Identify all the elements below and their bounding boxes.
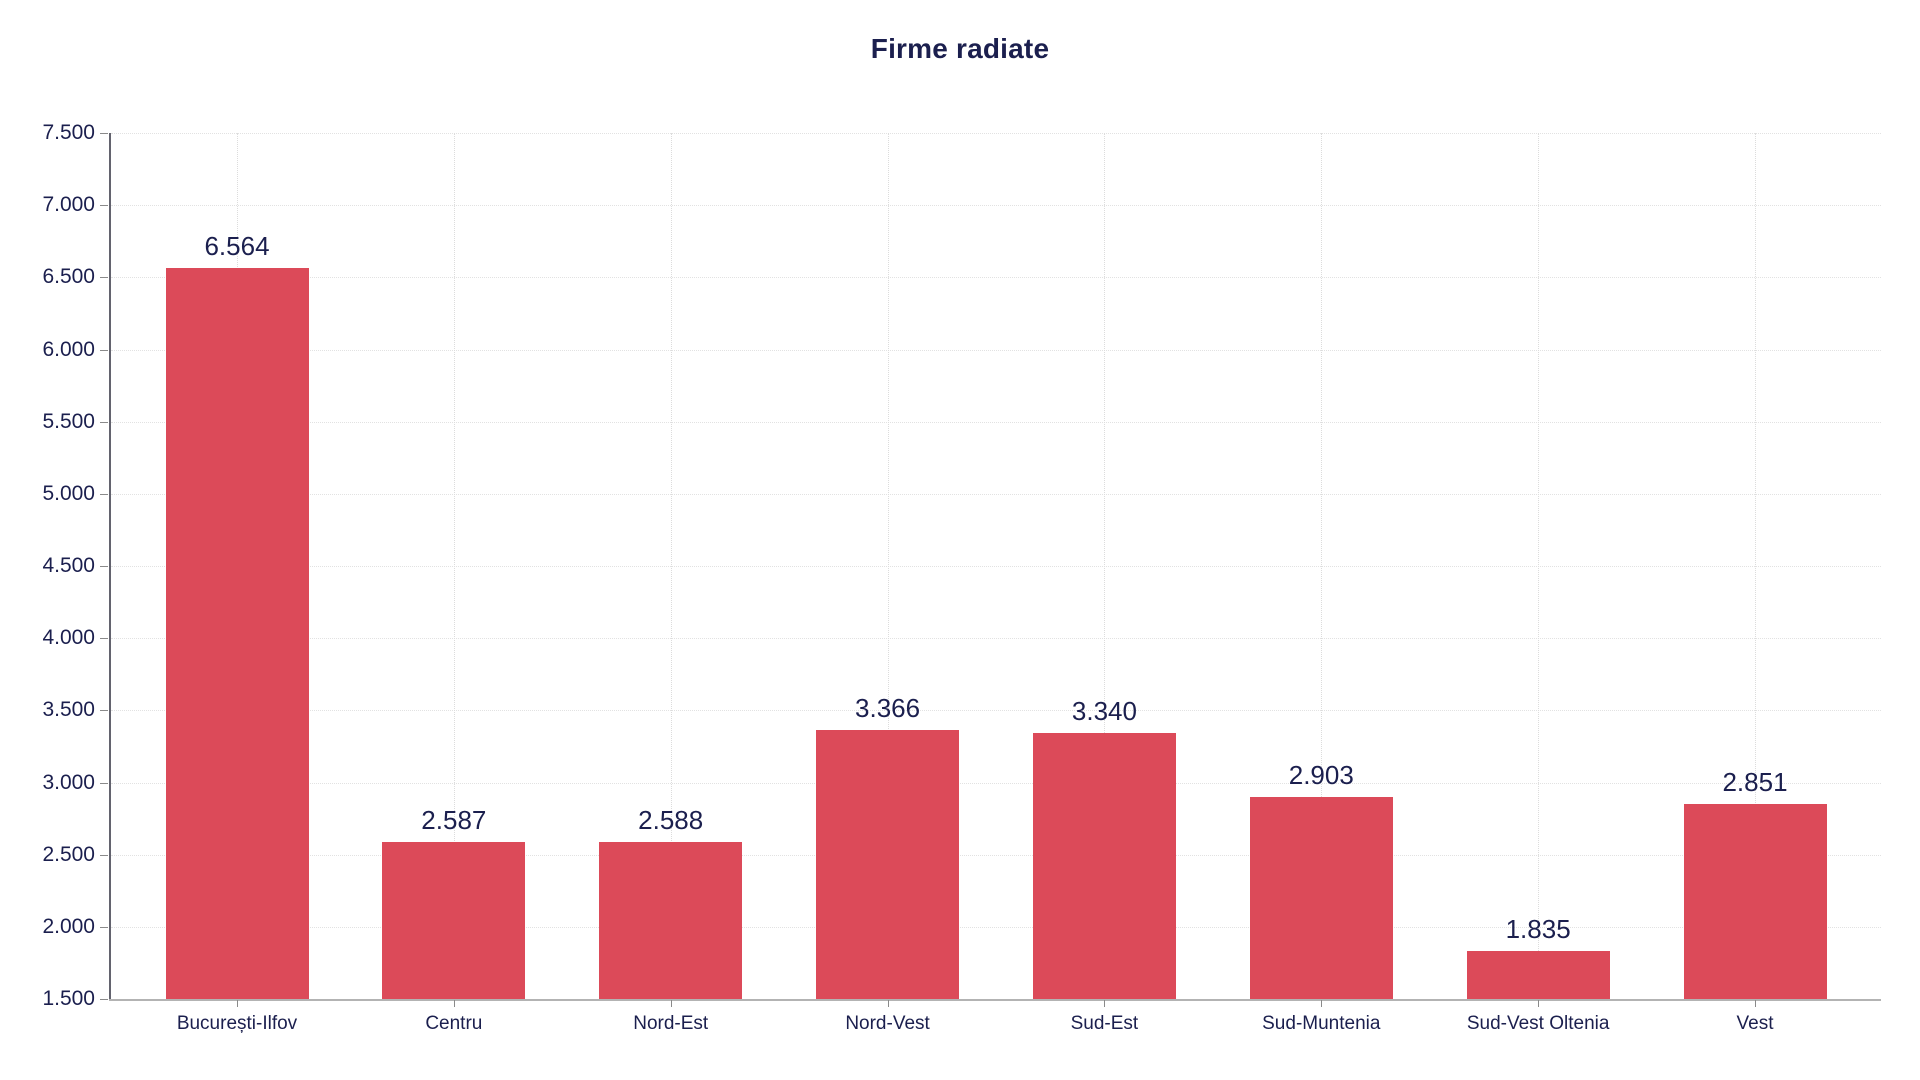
- bar-bucurești-ilfov[interactable]: [165, 268, 309, 999]
- y-tick-label: 3.500: [42, 698, 95, 722]
- y-tick-mark: [100, 133, 108, 134]
- bar-value-label: 3.340: [1071, 696, 1137, 727]
- x-tick-mark: [670, 1000, 672, 1007]
- y-tick-label: 4.500: [42, 554, 95, 577]
- x-category-label: Vest: [1736, 1013, 1774, 1034]
- bar-value-label: 2.851: [1722, 767, 1788, 798]
- x-tick-mark: [237, 1000, 238, 1007]
- bar-sud-vest-oltenia[interactable]: [1466, 950, 1610, 999]
- x-tick-mark: [1104, 1000, 1106, 1007]
- bar-sud-est[interactable]: [1032, 733, 1176, 999]
- x-tick-mark: [453, 1000, 455, 1007]
- y-tick-mark: [100, 349, 108, 351]
- y-tick-label: 5.000: [42, 481, 95, 505]
- chart-title: Firme radiate: [870, 33, 1050, 64]
- y-tick-mark: [100, 926, 108, 928]
- bar-centru[interactable]: [382, 842, 526, 999]
- y-tick-label: 6.000: [42, 337, 95, 361]
- y-tick-label: 2.500: [42, 842, 95, 866]
- x-category-label: București-Ilfov: [176, 1013, 298, 1034]
- y-tick-mark: [100, 999, 108, 1000]
- bar-value-label: 2.903: [1288, 759, 1354, 790]
- bar-value-label: 2.587: [421, 805, 487, 836]
- y-gridline: [111, 566, 1881, 567]
- bar-nord-vest[interactable]: [816, 729, 960, 999]
- y-tick-mark: [100, 854, 108, 856]
- y-tick-mark: [100, 277, 108, 279]
- x-category-label: Nord-Vest: [845, 1013, 930, 1034]
- y-gridline: [111, 421, 1881, 423]
- x-gridline: [1538, 133, 1540, 999]
- y-gridline: [111, 926, 1881, 928]
- y-gridline: [111, 710, 1881, 712]
- y-gridline: [111, 133, 1881, 134]
- bar-vest[interactable]: [1683, 804, 1827, 999]
- y-tick-mark: [100, 782, 108, 784]
- bar-nord-est[interactable]: [599, 841, 743, 999]
- y-tick-mark: [100, 205, 108, 207]
- y-tick-label: 3.000: [42, 770, 95, 794]
- y-tick-label: 6.500: [42, 265, 95, 289]
- y-gridline: [111, 349, 1881, 351]
- bar-value-label: 2.588: [638, 804, 704, 835]
- x-tick-mark: [887, 1000, 889, 1007]
- x-tick-mark: [1755, 1000, 1756, 1007]
- x-gridline: [1321, 133, 1323, 999]
- y-tick-label: 2.000: [42, 914, 95, 938]
- bar-sud-muntenia[interactable]: [1249, 796, 1393, 999]
- x-category-label: Nord-Est: [633, 1013, 709, 1034]
- y-tick-mark: [100, 493, 108, 495]
- y-gridline: [111, 782, 1881, 784]
- bar-value-label: 6.564: [204, 231, 270, 262]
- y-gridline: [111, 638, 1881, 640]
- x-tick-mark: [1321, 1000, 1323, 1007]
- x-category-label: Centru: [425, 1013, 483, 1034]
- y-tick-mark: [100, 421, 108, 423]
- y-gridline: [111, 493, 1881, 495]
- x-gridline: [887, 133, 889, 999]
- y-tick-label: 7.500: [42, 121, 95, 144]
- x-gridline: [1755, 133, 1756, 999]
- bar-value-label: 3.366: [855, 692, 921, 723]
- y-tick-label: 7.000: [42, 193, 95, 217]
- y-tick-label: 5.500: [42, 409, 95, 433]
- y-tick-mark: [100, 566, 108, 567]
- bar-value-label: 1.835: [1505, 913, 1571, 944]
- y-axis-line: [109, 133, 111, 999]
- y-tick-label: 4.000: [42, 626, 95, 650]
- plot-area: 1.500 2.000 2.500 3.000 3.500 4.000 4.500 5.000…: [42, 121, 1881, 1034]
- x-category-label: Sud-Vest Oltenia: [1466, 1013, 1610, 1034]
- y-gridline: [111, 854, 1881, 856]
- x-gridline: [453, 133, 455, 999]
- y-gridline: [111, 205, 1881, 207]
- y-tick-label: 1.500: [42, 987, 95, 1010]
- x-axis-line: [109, 999, 1881, 1001]
- y-tick-mark: [100, 638, 108, 640]
- y-gridline: [111, 277, 1881, 279]
- x-tick-mark: [1538, 1000, 1540, 1007]
- x-category-label: Sud-Muntenia: [1262, 1013, 1381, 1034]
- x-category-label: Sud-Est: [1070, 1013, 1139, 1034]
- x-gridline: [670, 133, 672, 999]
- y-tick-mark: [100, 710, 108, 712]
- x-gridline: [1104, 133, 1106, 999]
